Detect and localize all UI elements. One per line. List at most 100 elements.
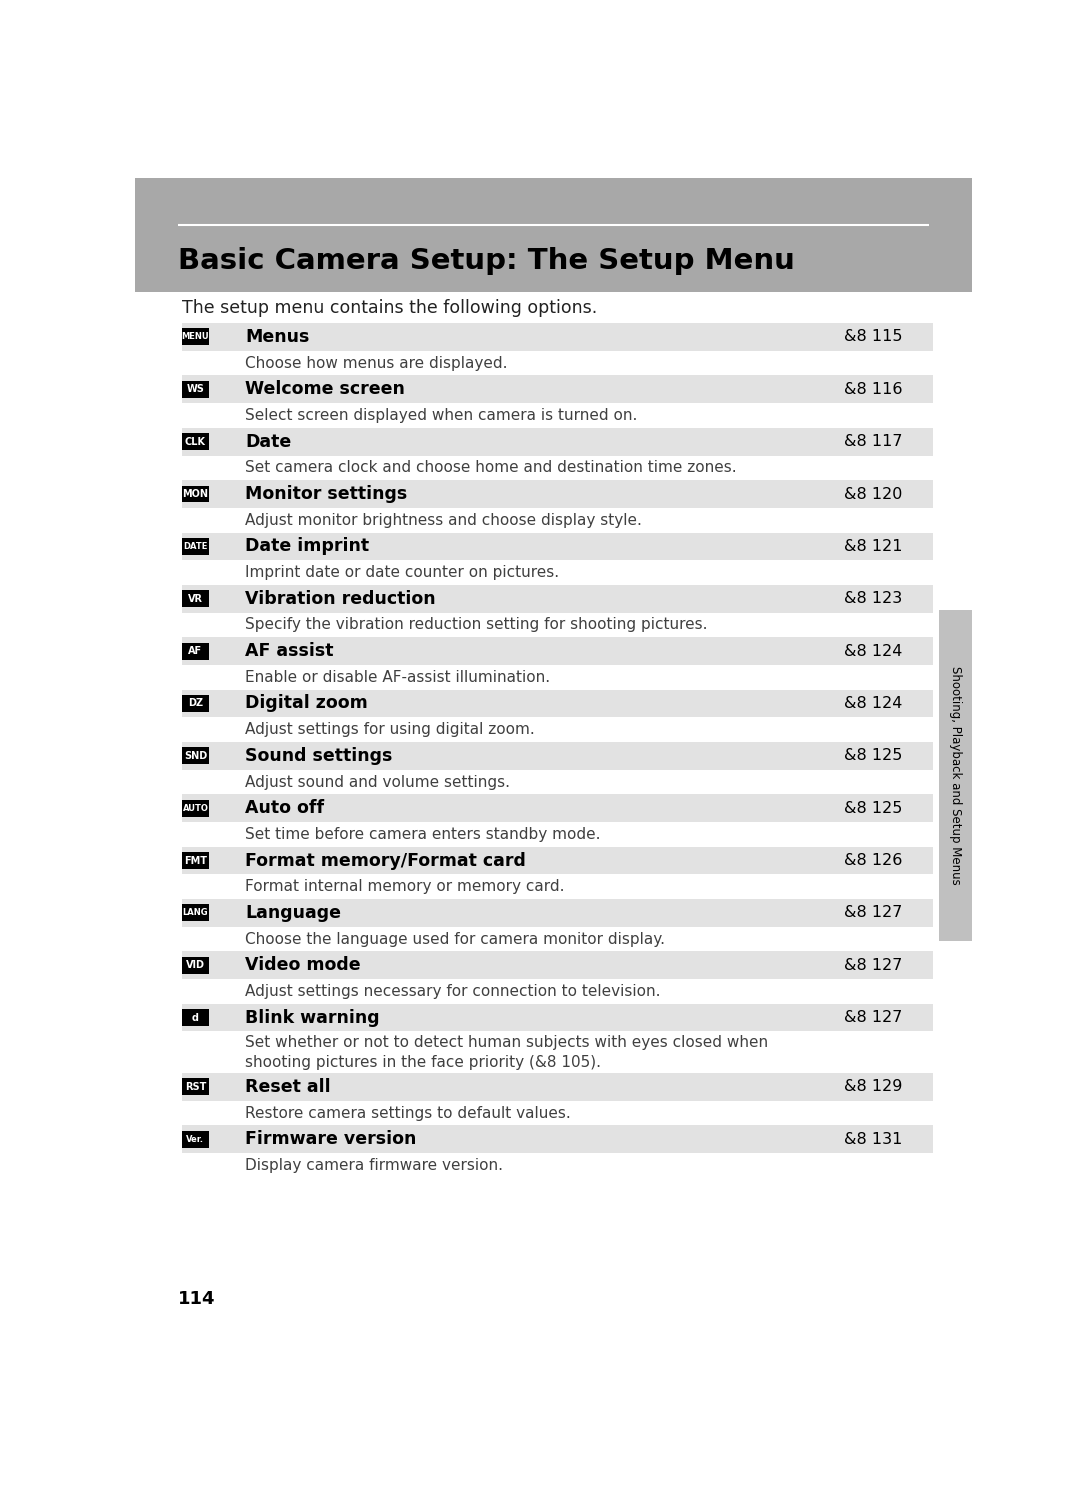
Bar [183,1079,208,1095]
Text: Auto off: Auto off [245,799,324,817]
Text: &8 126: &8 126 [843,853,902,868]
Text: d: d [192,1012,199,1022]
Text: Monitor settings: Monitor settings [245,484,407,504]
Bar [181,951,933,979]
Bar [181,560,933,585]
Bar [181,532,933,560]
Text: &8 125: &8 125 [843,801,902,816]
Bar [181,1153,933,1178]
Text: Date imprint: Date imprint [245,538,369,556]
Text: CLK: CLK [185,437,206,447]
Bar [181,742,933,770]
Bar [183,695,208,712]
Text: DZ: DZ [188,698,203,709]
Text: Format internal memory or memory card.: Format internal memory or memory card. [245,880,565,895]
Bar [183,486,208,502]
Bar [183,747,208,764]
Bar [181,1125,933,1153]
Bar [183,538,208,554]
Bar [181,508,933,532]
Text: DATE: DATE [184,542,207,551]
Text: &8 117: &8 117 [843,434,902,449]
Bar [181,899,933,927]
Text: Sound settings: Sound settings [245,747,392,765]
Text: AUTO: AUTO [183,804,208,813]
Bar [181,874,933,899]
Text: Menus: Menus [245,328,310,346]
Text: AF: AF [188,646,203,657]
Bar [181,664,933,690]
Bar [940,609,972,941]
Text: &8 115: &8 115 [843,330,902,345]
Bar [135,178,972,293]
Text: Video mode: Video mode [245,957,361,975]
Text: &8 121: &8 121 [843,539,902,554]
Text: Adjust settings necessary for connection to television.: Adjust settings necessary for connection… [245,984,661,999]
Bar [181,612,933,637]
Text: Blink warning: Blink warning [245,1009,380,1027]
Text: Firmware version: Firmware version [245,1131,417,1149]
Text: Restore camera settings to default values.: Restore camera settings to default value… [245,1106,571,1120]
Bar [181,795,933,822]
Text: &8 123: &8 123 [843,591,902,606]
Text: Set time before camera enters standby mode.: Set time before camera enters standby mo… [245,826,600,843]
Bar [181,1003,933,1031]
Text: Adjust settings for using digital zoom.: Adjust settings for using digital zoom. [245,722,535,737]
Text: FMT: FMT [184,856,207,865]
Text: Date: Date [245,432,292,450]
Text: Vibration reduction: Vibration reduction [245,590,435,608]
Bar [181,690,933,718]
Bar [181,322,933,351]
Bar [181,403,933,428]
Bar [181,1101,933,1125]
Bar [181,927,933,951]
Text: &8 116: &8 116 [843,382,902,397]
Bar [181,637,933,664]
Text: Ver.: Ver. [187,1135,204,1144]
Text: &8 120: &8 120 [843,486,902,501]
Text: Specify the vibration reduction setting for shooting pictures.: Specify the vibration reduction setting … [245,617,707,633]
Text: Shooting, Playback and Setup Menus: Shooting, Playback and Setup Menus [949,666,962,884]
Bar [181,822,933,847]
Text: Enable or disable AF-assist illumination.: Enable or disable AF-assist illumination… [245,670,550,685]
Bar [183,957,208,973]
Text: &8 127: &8 127 [843,958,902,973]
Text: Set whether or not to detect human subjects with eyes closed when
shooting pictu: Set whether or not to detect human subje… [245,1034,768,1070]
Text: AF assist: AF assist [245,642,334,660]
Text: &8 124: &8 124 [843,643,902,658]
Text: Imprint date or date counter on pictures.: Imprint date or date counter on pictures… [245,565,559,580]
Text: VR: VR [188,594,203,603]
Bar [181,585,933,612]
Bar [183,590,208,608]
Bar [183,380,208,398]
Text: WS: WS [187,385,204,394]
Bar [183,1009,208,1027]
Text: Display camera firmware version.: Display camera firmware version. [245,1158,503,1172]
Text: MON: MON [183,489,208,499]
Bar [181,376,933,403]
Bar [181,770,933,795]
Text: Welcome screen: Welcome screen [245,380,405,398]
Bar [183,434,208,450]
Bar [181,428,933,456]
Text: MENU: MENU [181,333,210,342]
Bar [183,851,208,869]
Text: &8 127: &8 127 [843,905,902,920]
Bar [181,351,933,376]
Text: LANG: LANG [183,908,208,917]
Text: Basic Camera Setup: The Setup Menu: Basic Camera Setup: The Setup Menu [177,248,795,275]
Bar [181,847,933,874]
Bar [181,718,933,742]
Bar [181,456,933,480]
Text: &8 124: &8 124 [843,695,902,710]
Text: &8 127: &8 127 [843,1010,902,1025]
Text: Set camera clock and choose home and destination time zones.: Set camera clock and choose home and des… [245,461,737,476]
Text: Format memory/Format card: Format memory/Format card [245,851,526,869]
Bar [183,1131,208,1147]
Text: VID: VID [186,960,205,970]
Text: Choose the language used for camera monitor display.: Choose the language used for camera moni… [245,932,665,947]
Text: SND: SND [184,750,207,761]
Text: &8 125: &8 125 [843,749,902,764]
Bar [181,480,933,508]
Bar [183,799,208,817]
